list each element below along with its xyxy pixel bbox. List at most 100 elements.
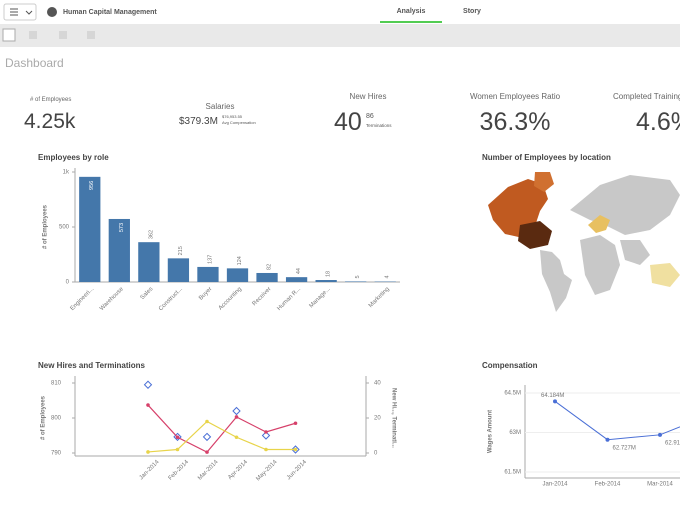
chart-title: Employees by role bbox=[38, 153, 109, 162]
tab[interactable]: Story bbox=[463, 8, 481, 15]
y-tick-label: 810 bbox=[51, 381, 62, 387]
data-label: 82 bbox=[266, 264, 272, 270]
x-tick-label: Feb-2014 bbox=[168, 459, 191, 482]
point bbox=[234, 415, 239, 419]
y2-axis-label: New Hi..., Terminati... bbox=[390, 388, 396, 448]
point bbox=[293, 421, 298, 426]
point bbox=[175, 447, 180, 452]
point bbox=[293, 447, 298, 452]
y-tick-label: 500 bbox=[59, 225, 70, 231]
y-tick-label: 800 bbox=[51, 416, 62, 422]
y-tick-label: 0 bbox=[66, 280, 70, 286]
app-title: Human Capital Management bbox=[63, 9, 157, 16]
x-tick-label: Engineeri... bbox=[70, 286, 96, 312]
tool-button[interactable] bbox=[2, 28, 16, 42]
tool-button[interactable] bbox=[59, 31, 67, 39]
y2-tick-label: 0 bbox=[374, 451, 378, 457]
point bbox=[658, 432, 662, 437]
x-tick-label: Jan-2014 bbox=[542, 482, 568, 488]
diamond-marker bbox=[202, 432, 212, 442]
point bbox=[264, 430, 268, 434]
point bbox=[605, 437, 610, 442]
bar bbox=[108, 218, 130, 282]
kpi-sub-label: Avg Compensation bbox=[222, 120, 256, 125]
x-tick-label: May-2014 bbox=[255, 459, 279, 483]
data-label: 137 bbox=[207, 255, 213, 264]
x-tick-label: Receiver bbox=[252, 286, 273, 307]
data-label: 573 bbox=[119, 223, 125, 232]
x-tick-label: Human R... bbox=[276, 286, 302, 312]
data-label: 18 bbox=[326, 271, 332, 277]
line bbox=[554, 400, 680, 441]
data-label: 44 bbox=[296, 268, 302, 274]
x-tick-label: Mar-2014 bbox=[197, 459, 220, 482]
y-tick-label: 63M bbox=[509, 430, 521, 436]
point bbox=[146, 450, 150, 454]
bar bbox=[315, 280, 337, 282]
kpi-value: $379.3M bbox=[179, 116, 218, 127]
data-label: 124 bbox=[237, 256, 243, 265]
x-tick-label: Apr-2014 bbox=[227, 459, 249, 481]
bar bbox=[226, 268, 249, 282]
bar bbox=[138, 242, 160, 282]
x-tick-label: Accounting bbox=[218, 286, 243, 311]
tool-button[interactable] bbox=[29, 31, 37, 39]
y2-tick-label: 20 bbox=[374, 416, 381, 422]
bar bbox=[79, 176, 101, 282]
y-tick-label: 1k bbox=[63, 170, 70, 176]
menu-icon bbox=[10, 8, 33, 16]
kpi-sub-label: Terminations bbox=[366, 123, 392, 128]
x-tick-label: Warehouse bbox=[99, 286, 125, 312]
line bbox=[147, 420, 296, 453]
kpi-label: New Hires bbox=[350, 92, 387, 101]
x-tick-label: Jan-2014 bbox=[139, 459, 161, 481]
kpi-label: Women Employees Ratio bbox=[470, 92, 561, 101]
y-tick-label: 61.5M bbox=[504, 470, 521, 476]
y-axis-label: # of Employees bbox=[41, 395, 47, 440]
tab-underline bbox=[380, 21, 442, 23]
diamond-marker bbox=[261, 431, 271, 440]
data-label: 215 bbox=[178, 246, 184, 255]
kpi-sub-value: $76,953.55 bbox=[222, 114, 243, 119]
diamond-marker bbox=[143, 380, 153, 389]
point bbox=[234, 435, 239, 440]
kpi-label: Completed Training bbox=[613, 92, 680, 101]
bar bbox=[167, 258, 190, 282]
point bbox=[205, 450, 209, 454]
x-tick-label: Sales bbox=[140, 286, 155, 301]
bar bbox=[256, 272, 278, 282]
tab[interactable]: Analysis bbox=[397, 8, 426, 15]
menu-button[interactable] bbox=[3, 3, 37, 21]
x-tick-label: Mar-2014 bbox=[647, 482, 673, 488]
kpi-label: # of Employees bbox=[30, 97, 71, 103]
kpi-value: 36.3% bbox=[480, 108, 551, 136]
y2-tick-label: 40 bbox=[374, 381, 381, 387]
data-label: 64.184M bbox=[541, 393, 564, 399]
data-label: 5 bbox=[355, 275, 361, 278]
data-label: 62.912M bbox=[665, 440, 680, 446]
data-label: 4 bbox=[385, 275, 391, 278]
y-tick-label: 64.5M bbox=[504, 391, 521, 397]
data-label: 62.727M bbox=[613, 445, 636, 451]
y-axis-label: Wages Amount bbox=[488, 410, 494, 453]
top-bar bbox=[0, 0, 680, 24]
chart-title: Number of Employees by location bbox=[482, 153, 611, 162]
y-axis-label: # of Employees bbox=[43, 204, 49, 249]
data-label: 362 bbox=[148, 230, 154, 239]
x-tick-label: Feb-2014 bbox=[595, 482, 621, 488]
kpi-label: Salaries bbox=[206, 102, 235, 111]
tool-button[interactable] bbox=[87, 31, 95, 39]
kpi-sub-value: 86 bbox=[366, 113, 374, 120]
x-tick-label: Marketing bbox=[368, 286, 391, 309]
x-tick-label: Buyer bbox=[198, 286, 213, 301]
data-label: 956 bbox=[89, 181, 95, 190]
diamond-marker bbox=[232, 406, 241, 416]
line bbox=[147, 404, 296, 453]
kpi-value: 4.25k bbox=[24, 110, 76, 133]
kpi-value: 4.6% bbox=[636, 108, 680, 136]
world-map bbox=[488, 172, 680, 312]
app-icon bbox=[47, 7, 57, 17]
bar bbox=[345, 281, 367, 282]
bar bbox=[197, 266, 219, 282]
